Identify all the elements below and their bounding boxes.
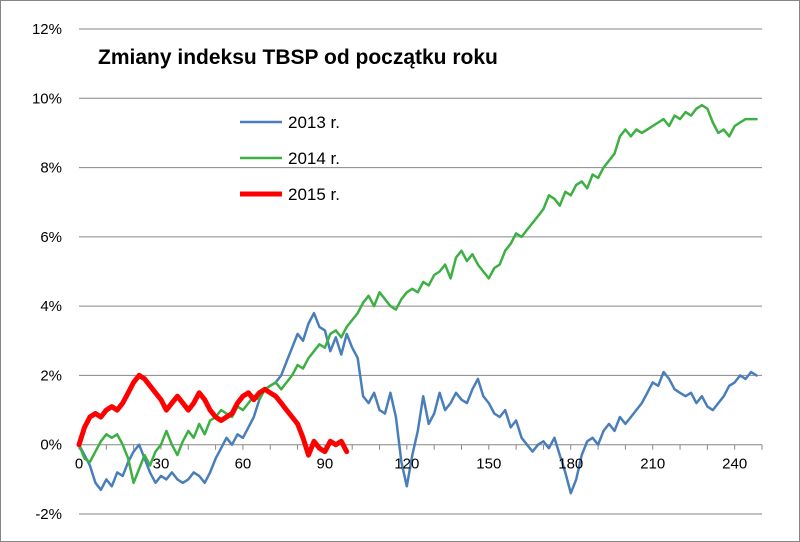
y-tick-label: 12% (32, 21, 62, 38)
y-tick-label: -2% (35, 506, 62, 523)
x-tick-label: 150 (476, 456, 501, 473)
x-tick-label: 60 (235, 456, 252, 473)
series-line-3 (76, 372, 350, 458)
x-tick-label: 120 (394, 456, 419, 473)
chart-title: Zmiany indeksu TBSP od początku roku (98, 46, 498, 69)
x-tick-label: 210 (640, 456, 665, 473)
gridlines (79, 28, 762, 515)
legend: 2013 r. 2014 r. 2015 r. (240, 113, 340, 204)
x-tick-label: 180 (558, 456, 583, 473)
x-tick-labels: 0 30 60 90 120 150 180 210 240 (75, 456, 747, 473)
x-tick-label: 30 (153, 456, 170, 473)
x-tick-label: 240 (722, 456, 747, 473)
series-line-1 (77, 311, 758, 495)
y-tick-label: 8% (40, 160, 62, 177)
legend-label-1: 2013 r. (288, 113, 340, 132)
y-tick-label: 0% (40, 437, 62, 454)
y-tick-labels: -2% 0% 2% 4% 6% 8% 10% 12% (32, 21, 62, 523)
y-tick-label: 2% (40, 367, 62, 384)
x-tick-label: 0 (75, 456, 83, 473)
y-tick-label: 4% (40, 298, 62, 315)
y-tick-label: 10% (32, 90, 62, 107)
legend-label-2: 2014 r. (288, 149, 340, 168)
series-lines (76, 103, 758, 495)
y-tick-label: 6% (40, 229, 62, 246)
series-line-2 (77, 103, 758, 485)
x-tick-label: 90 (317, 456, 334, 473)
legend-label-3: 2015 r. (288, 185, 340, 204)
